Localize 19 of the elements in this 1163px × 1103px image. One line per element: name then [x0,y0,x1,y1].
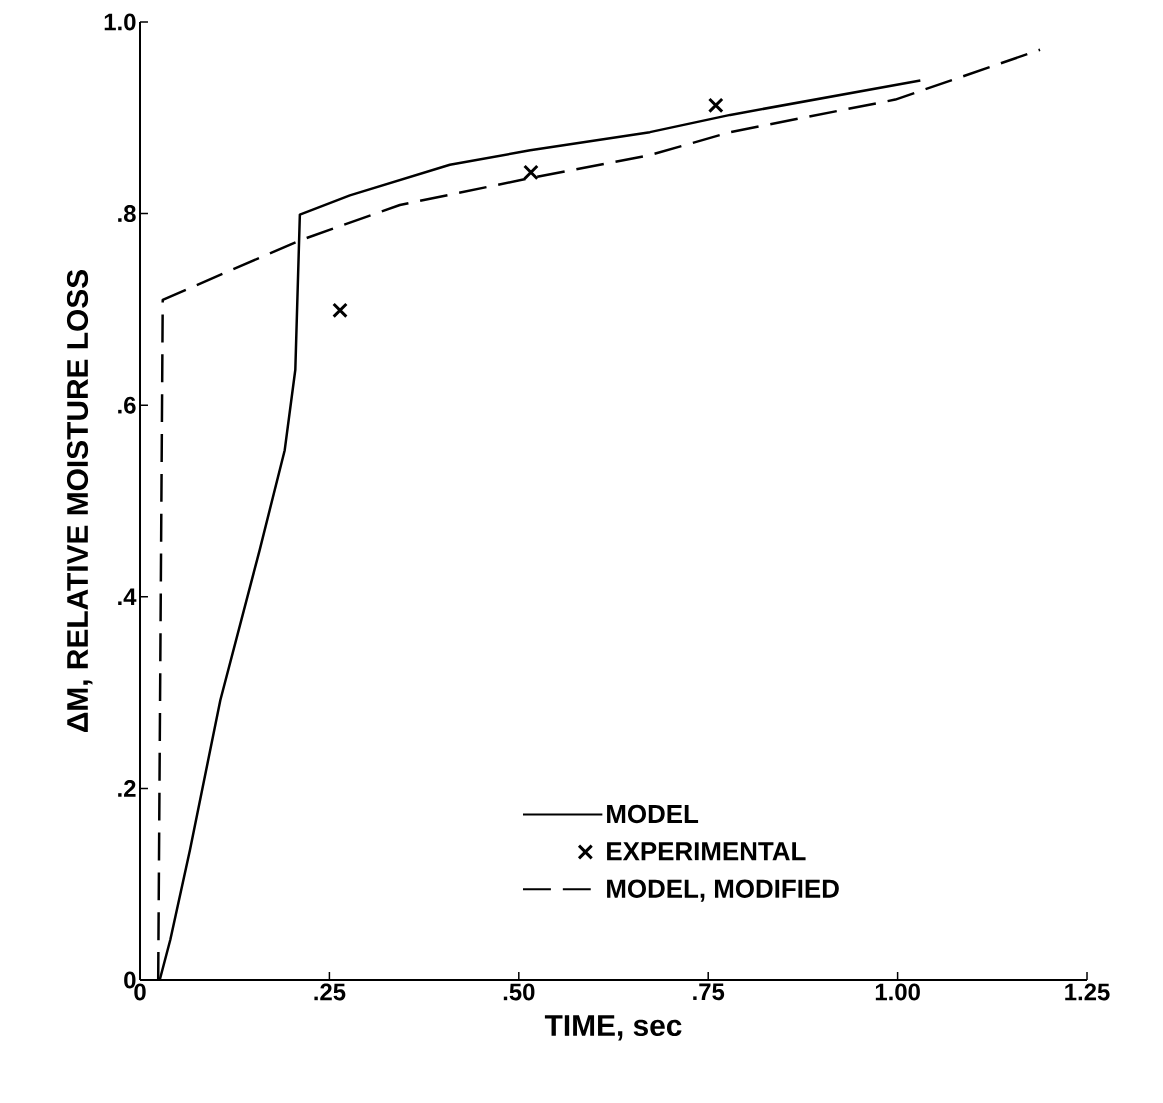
x-tick-label: .75 [693,983,725,1001]
legend-label: MODEL, MODIFIED [607,879,839,902]
x-tick-label: 1.25 [1065,983,1110,1001]
x-tick-label: 1.00 [875,983,920,1001]
x-axis-title: TIME, sec [544,1015,682,1041]
y-tick-label: 1.0 [104,13,136,31]
point [707,97,724,114]
y-tick-label: .2 [118,780,136,797]
point [332,302,348,319]
x-tick-label: .50 [503,983,535,1001]
y-axis-title: ΔM, RELATIVE MOISTURE LOSS [66,269,93,732]
y-tick-label: .4 [118,588,137,606]
y-tick-label: 0 [124,971,136,989]
point [523,164,539,181]
legend-label: MODEL [607,804,699,824]
legend-label: EXPERIMENTAL [607,842,806,861]
y-tick-label: .6 [118,396,136,414]
x-tick-label: .25 [314,983,346,1001]
y-tick-label: .8 [118,205,136,223]
